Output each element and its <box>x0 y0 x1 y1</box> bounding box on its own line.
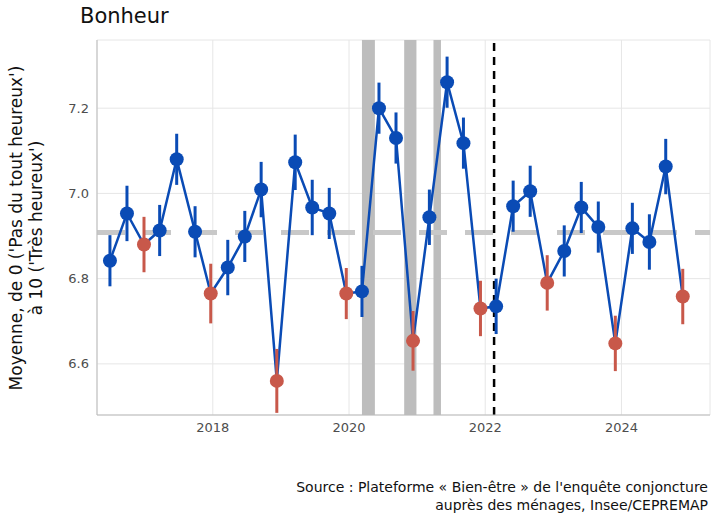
svg-text:2022: 2022 <box>469 420 502 435</box>
html-text:Source : Plateforme « Bien-êtr: Source : Plateforme « Bien-être » de l'e… <box>296 479 708 495</box>
svg-text:2018: 2018 <box>196 420 229 435</box>
html-text:auprès des ménages, Insee/CEPR: auprès des ménages, Insee/CEPREMAP <box>435 497 708 513</box>
svg-text:6.8: 6.8 <box>68 271 89 286</box>
svg-text:7.0: 7.0 <box>68 186 89 201</box>
svg-text:2020: 2020 <box>332 420 365 435</box>
svg-text:6.6: 6.6 <box>68 356 89 371</box>
html-text:Bonheur: Bonheur <box>80 4 169 28</box>
svg-text:Moyenne, de 0 ('Pas du tout he: Moyenne, de 0 ('Pas du tout heureux')à 1… <box>8 66 46 391</box>
svg-text:2024: 2024 <box>605 420 638 435</box>
svg-text:7.2: 7.2 <box>68 101 89 116</box>
